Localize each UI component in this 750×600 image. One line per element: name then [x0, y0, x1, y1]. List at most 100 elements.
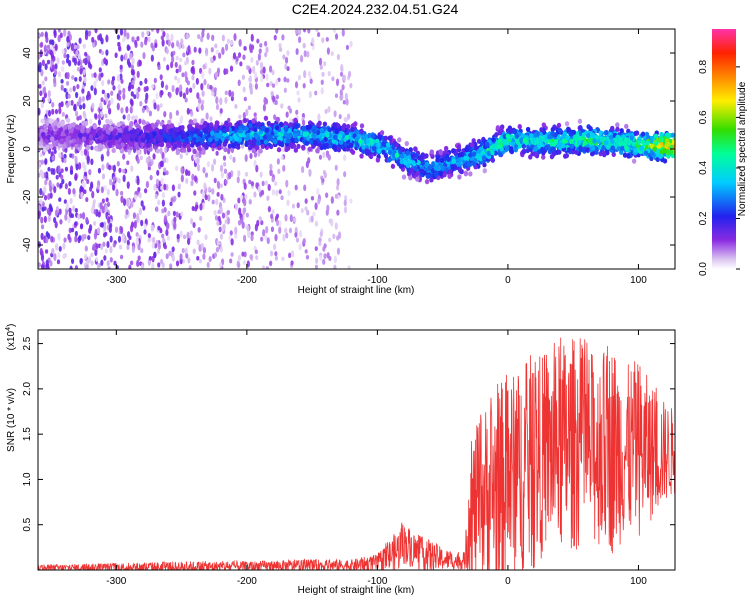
y-tick-label: 1.5 [22, 427, 33, 441]
heatmap-noise-cell [101, 198, 105, 204]
heatmap-ridge-cell [293, 147, 299, 153]
heatmap-ridge-cell [72, 130, 78, 136]
heatmap-noise-cell [171, 254, 175, 262]
heatmap-noise-cell [173, 221, 177, 230]
heatmap-ridge-cell [610, 145, 615, 151]
heatmap-noise-cell [142, 52, 146, 60]
heatmap-noise-cell [286, 50, 290, 56]
heatmap-noise-cell [116, 160, 120, 167]
heatmap-ridge-cell [581, 132, 586, 138]
heatmap-ridge-cell [308, 139, 314, 145]
heatmap-noise-cell [196, 157, 200, 165]
heatmap-noise-cell [119, 64, 123, 70]
heatmap-noise-cell [78, 76, 82, 82]
heatmap-ridge-cell [594, 134, 600, 141]
y-tick-label: 2.0 [22, 381, 33, 395]
heatmap-ridge-cell [227, 122, 233, 128]
heatmap-noise-cell [321, 72, 325, 77]
heatmap-noise-cell [243, 46, 247, 51]
heatmap-noise-cell [249, 153, 253, 160]
heatmap-noise-cell [73, 103, 77, 112]
heatmap-noise-cell [77, 213, 81, 220]
heatmap-ridge-cell [108, 135, 113, 141]
heatmap-ridge-cell [599, 136, 605, 142]
heatmap-noise-cell [143, 223, 147, 230]
heatmap-ridge-cell [176, 136, 181, 142]
heatmap-noise-cell [162, 30, 166, 38]
heatmap-ridge-cell [446, 156, 451, 163]
heatmap-noise-cell [85, 264, 89, 269]
heatmap-noise-cell [260, 220, 264, 226]
heatmap-noise-cell [82, 58, 86, 64]
heatmap-noise-cell [153, 102, 157, 110]
heatmap-noise-cell [136, 70, 140, 79]
heatmap-ridge-cell [588, 125, 593, 132]
heatmap-noise-cell [206, 32, 210, 40]
heatmap-noise-cell [96, 184, 100, 190]
heatmap-noise-cell [74, 221, 78, 226]
heatmap-noise-cell [216, 191, 220, 197]
heatmap-ridge-cell [111, 147, 116, 154]
heatmap-noise-cell [229, 258, 233, 264]
heatmap-noise-cell [237, 254, 242, 261]
heatmap-ridge-cell [468, 152, 473, 158]
heatmap-ridge-cell [529, 133, 534, 139]
heatmap-ridge-cell [321, 143, 327, 149]
heatmap-noise-cell [211, 188, 215, 195]
heatmap-noise-cell [117, 83, 121, 91]
heatmap-noise-cell [237, 261, 241, 269]
heatmap-noise-cell [126, 44, 130, 52]
heatmap-ridge-cell [413, 146, 418, 152]
heatmap-noise-cell [297, 36, 302, 44]
heatmap-noise-cell [50, 235, 54, 243]
heatmap-noise-cell [54, 221, 58, 229]
heatmap-noise-cell [87, 90, 91, 98]
heatmap-noise-cell [57, 165, 61, 174]
heatmap-noise-cell [265, 225, 269, 234]
heatmap-noise-cell [45, 109, 49, 115]
heatmap-noise-cell [63, 153, 67, 160]
heatmap-noise-cell [321, 177, 325, 183]
heatmap-noise-cell [74, 230, 78, 237]
heatmap-noise-cell [322, 258, 326, 265]
heatmap-noise-cell [281, 256, 285, 262]
heatmap-noise-cell [174, 75, 178, 81]
heatmap-ridge-cell [192, 148, 197, 155]
heatmap-noise-cell [58, 197, 62, 202]
heatmap-noise-cell [40, 41, 44, 48]
heatmap-ridge-cell [570, 143, 575, 149]
heatmap-noise-cell [230, 146, 234, 154]
heatmap-noise-cell [175, 211, 179, 218]
heatmap-noise-cell [234, 226, 238, 235]
heatmap-ridge-cell [115, 143, 120, 150]
heatmap-noise-cell [213, 177, 217, 184]
heatmap-noise-cell [192, 154, 197, 160]
heatmap-ridge-cell [262, 134, 268, 141]
heatmap-noise-cell [259, 61, 264, 70]
heatmap-noise-cell [155, 92, 159, 100]
heatmap-noise-cell [311, 37, 315, 45]
heatmap-noise-cell [305, 255, 310, 260]
heatmap-ridge-cell [476, 153, 481, 159]
heatmap-noise-cell [120, 78, 124, 84]
heatmap-noise-cell [237, 170, 241, 177]
heatmap-ridge-cell [463, 163, 468, 169]
heatmap-noise-cell [213, 158, 217, 165]
heatmap-noise-cell [70, 213, 74, 219]
heatmap-noise-cell [245, 108, 249, 117]
heatmap-ridge-cell [645, 140, 650, 146]
heatmap-noise-cell [220, 171, 224, 179]
heatmap-ridge-cell [312, 124, 317, 130]
heatmap-noise-cell [201, 71, 205, 79]
heatmap-ridge-cell [482, 162, 487, 168]
heatmap-ridge-cell [227, 143, 233, 149]
heatmap-noise-cell [159, 228, 163, 234]
heatmap-ridge-cell [517, 123, 522, 130]
heatmap-noise-cell [89, 186, 93, 192]
heatmap-noise-cell [38, 262, 41, 268]
heatmap-noise-cell [137, 187, 141, 192]
heatmap-ridge-cell [540, 146, 545, 153]
heatmap-ridge-cell [311, 128, 317, 134]
